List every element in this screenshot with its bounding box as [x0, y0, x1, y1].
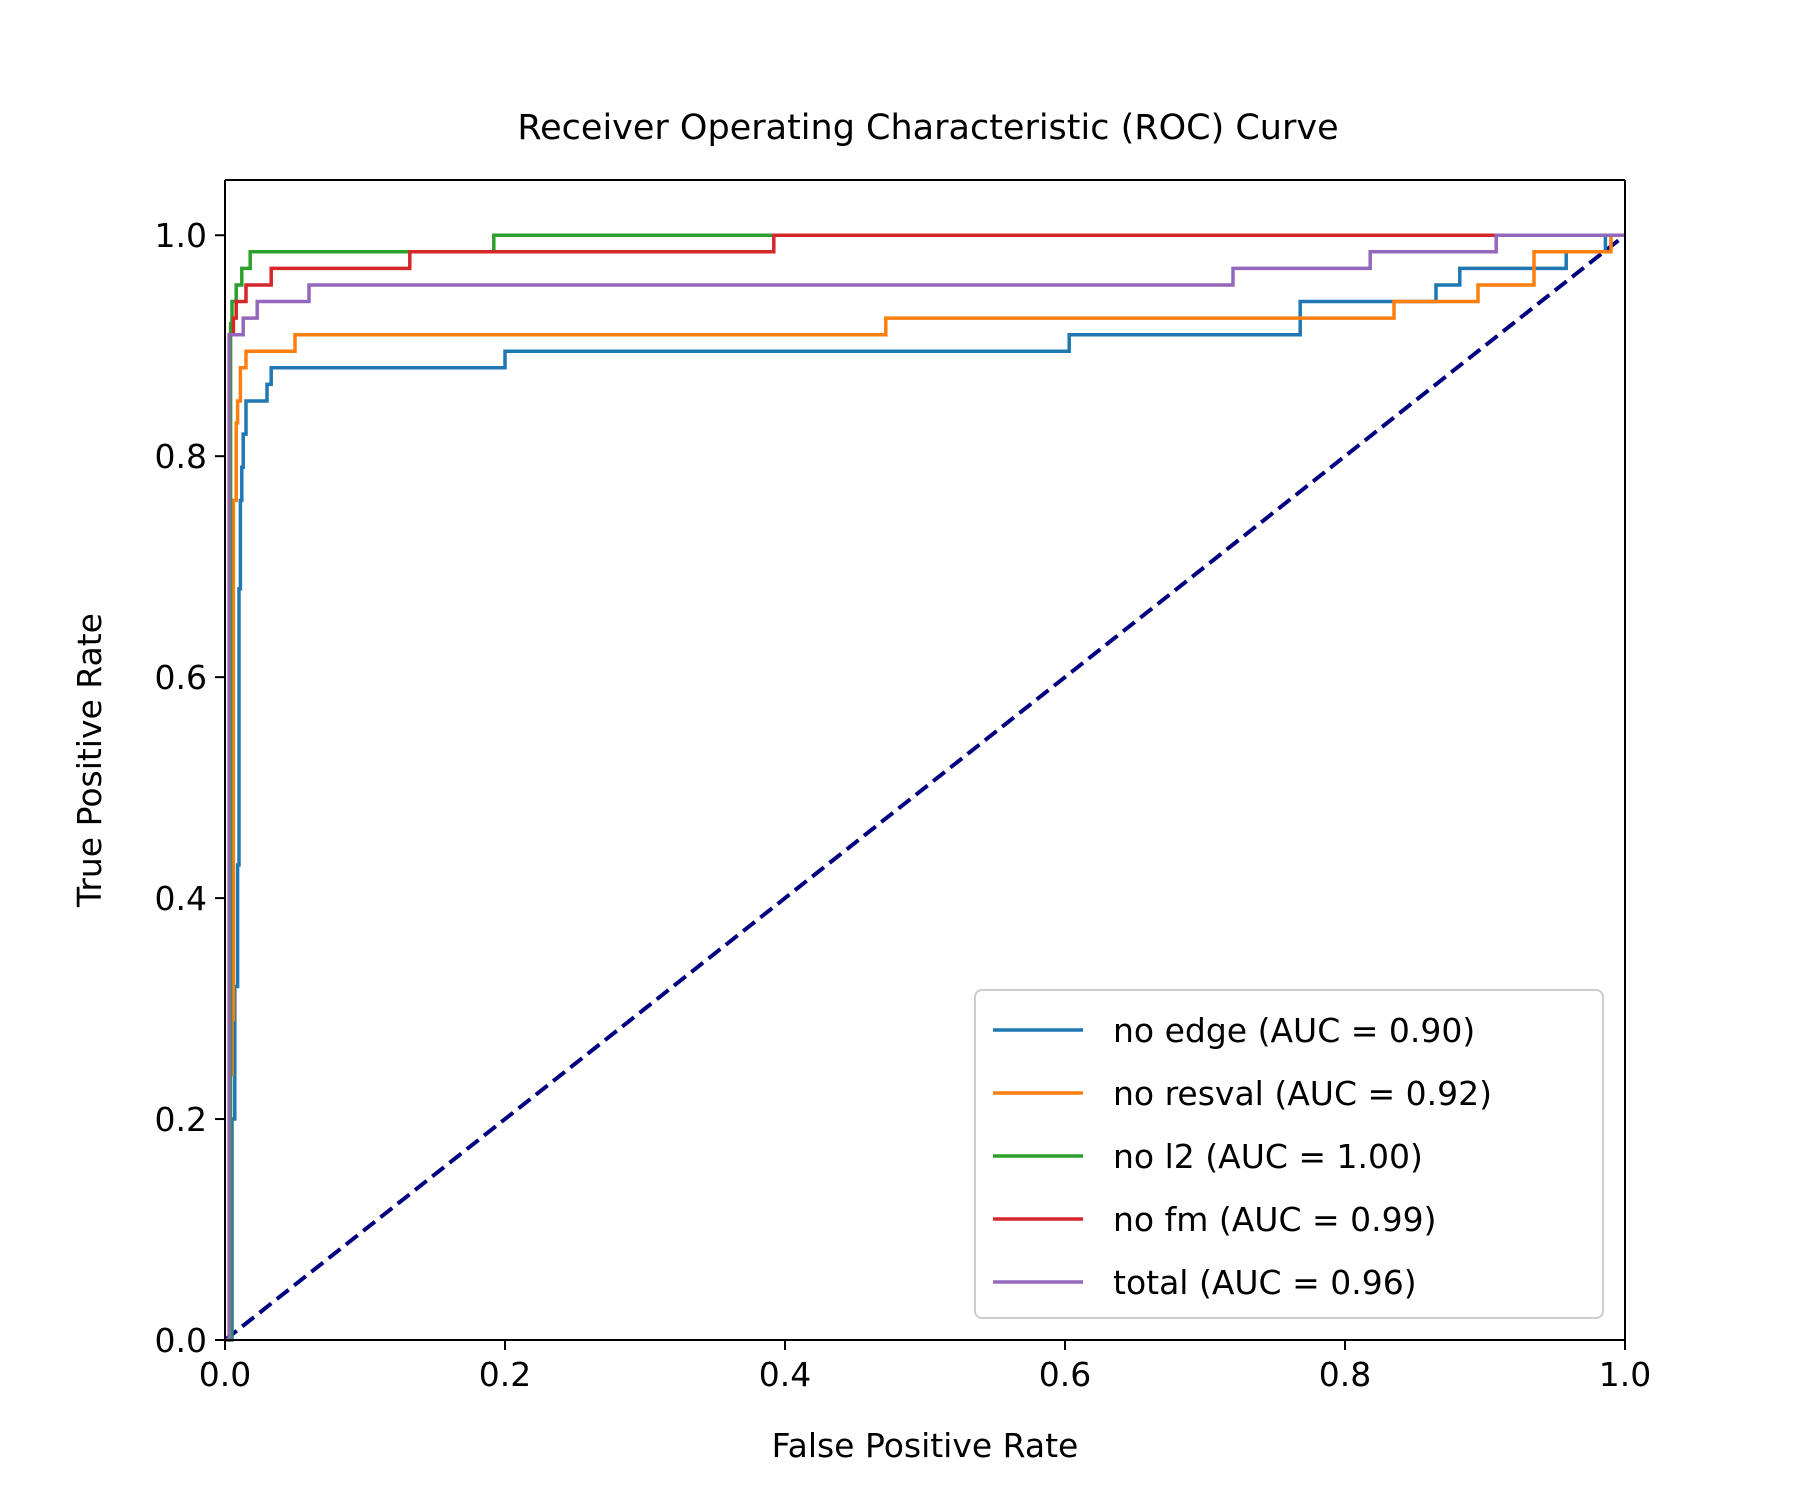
- legend-items: no edge (AUC = 0.90) no resval (AUC = 0.9…: [993, 1011, 1492, 1302]
- y-tick-label: 0.6: [155, 658, 207, 697]
- x-tick-label: 0.2: [479, 1355, 531, 1394]
- legend-label: no resval (AUC = 0.92): [1113, 1074, 1492, 1113]
- plot-area: [223, 179, 1627, 1342]
- y-tick-label: 0.2: [155, 1100, 207, 1139]
- legend-label: total (AUC = 0.96): [1113, 1263, 1417, 1302]
- x-tick-label: 0.0: [199, 1355, 251, 1394]
- curves-group: [223, 233, 1627, 1342]
- roc-curve-series-1: [225, 233, 1625, 1342]
- y-tick-label: 1.0: [155, 216, 207, 255]
- legend-box: [974, 989, 1604, 1319]
- y-tick-label: 0.8: [155, 437, 207, 476]
- roc-curve-series-5: [225, 233, 1625, 1342]
- x-axis-label: False Positive Rate: [772, 1426, 1079, 1465]
- roc-curve-series-2: [225, 233, 1625, 1342]
- y-axis-label: True Positive Rate: [70, 613, 109, 908]
- legend-label: no l2 (AUC = 1.00): [1113, 1137, 1423, 1176]
- roc-curve-series-3: [225, 233, 1625, 1342]
- x-tick-label: 0.4: [759, 1355, 811, 1394]
- legend: no edge (AUC = 0.90) no resval (AUC = 0.9…: [974, 989, 1604, 1319]
- chart-title: Receiver Operating Characteristic (ROC) …: [517, 108, 1338, 148]
- x-axis-ticks: 0.0 0.2 0.4 0.6 0.8 1.0: [199, 1340, 1651, 1394]
- reference-diagonal-line: [223, 233, 1627, 1342]
- legend-label: no edge (AUC = 0.90): [1113, 1011, 1475, 1050]
- legend-label: no fm (AUC = 0.99): [1113, 1200, 1436, 1239]
- y-tick-label: 0.0: [155, 1321, 207, 1360]
- y-tick-label: 0.4: [155, 879, 207, 918]
- x-tick-label: 1.0: [1599, 1355, 1651, 1394]
- x-tick-label: 0.8: [1319, 1355, 1371, 1394]
- x-tick-label: 0.6: [1039, 1355, 1091, 1394]
- y-axis-ticks: 0.0 0.2 0.4 0.6 0.8 1.0: [155, 216, 225, 1360]
